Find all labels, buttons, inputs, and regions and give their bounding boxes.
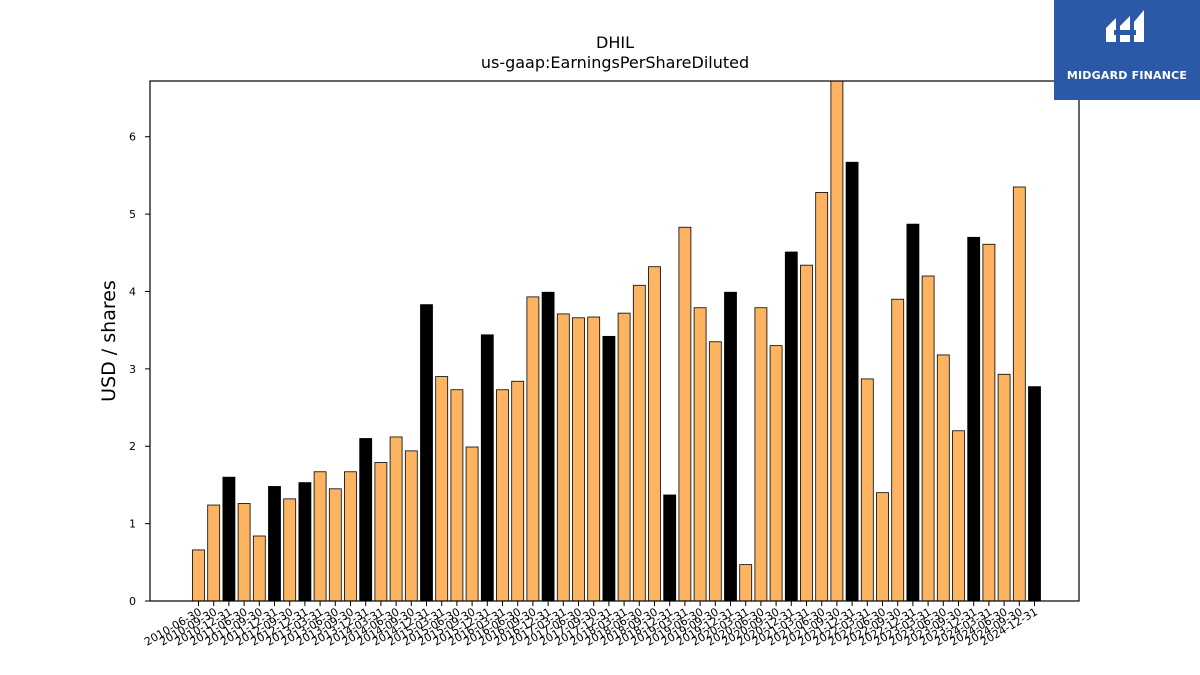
bar-2020-03-31 — [739, 564, 753, 602]
bar-2024-03-31 — [982, 243, 996, 602]
chart-title: DHIL — [596, 33, 634, 52]
bar-2017-12-31 — [602, 335, 616, 602]
bar-2017-09-30 — [587, 316, 601, 602]
bar-2012-12-31 — [298, 482, 312, 602]
y-tick-label: 0 — [129, 595, 136, 608]
bar-2018-06-30 — [632, 284, 646, 602]
logo-text: MIDGARD FINANCE — [1066, 69, 1188, 82]
bar-2017-03-31 — [556, 313, 570, 602]
bar-2022-12-31 — [906, 223, 920, 602]
bar-2015-12-31 — [480, 334, 494, 602]
bar-2024-09-30 — [1012, 186, 1026, 602]
bar-2021-03-31 — [800, 264, 813, 602]
bar-2023-06-30 — [936, 354, 950, 602]
bar-2014-09-30 — [404, 450, 418, 602]
y-tick-label: 6 — [129, 131, 136, 144]
y-tick-label: 2 — [129, 440, 136, 453]
bar-2010-12-31 — [222, 476, 236, 602]
bar-2016-03-31 — [496, 389, 509, 602]
bar-2023-12-31 — [967, 236, 981, 602]
brand-logo: MIDGARD FINANCE — [1054, 0, 1200, 100]
bar-2020-12-31 — [784, 251, 798, 602]
y-tick-label: 4 — [129, 285, 136, 298]
plot-frame — [149, 80, 1080, 602]
bar-2020-06-30 — [754, 307, 768, 602]
bar-2024-12-31 — [1028, 386, 1041, 602]
bar-2016-12-31 — [541, 291, 555, 602]
bar-2018-09-30 — [648, 266, 661, 602]
bar-2021-12-31 — [845, 161, 859, 602]
bar-2018-03-31 — [617, 312, 631, 602]
bar-2015-03-31 — [435, 376, 449, 602]
y-axis-label: USD / shares — [98, 280, 120, 402]
chart-subtitle: us-gaap:EarningsPerShareDiluted — [481, 53, 749, 72]
bar-2010-06-30 — [192, 549, 205, 602]
bar-2016-09-30 — [526, 296, 540, 602]
y-ticks-group: 0 1 2 3 4 5 6 — [129, 131, 150, 608]
bar-2011-06-30 — [237, 503, 251, 602]
y-tick-label: 3 — [129, 363, 136, 376]
bar-2013-09-30 — [344, 471, 357, 602]
bar-2021-09-30 — [830, 80, 844, 602]
bar-2017-06-30 — [572, 317, 585, 602]
bar-2018-12-31 — [663, 494, 677, 602]
bar-2013-03-31 — [313, 471, 327, 602]
bar-2024-06-30 — [997, 373, 1011, 602]
bar-2023-03-31 — [921, 275, 935, 602]
bar-2019-06-30 — [693, 307, 707, 602]
bar-2015-06-30 — [450, 389, 464, 602]
x-ticks-group: 2010-06-302010-09-302010-12-312011-06-30… — [142, 601, 1040, 649]
bar-2020-09-30 — [769, 345, 783, 602]
bar-2019-03-31 — [678, 226, 692, 602]
bar-2019-09-30 — [708, 341, 722, 602]
bar-2014-06-30 — [389, 436, 403, 602]
bar-2011-09-30 — [252, 535, 266, 602]
bar-2010-09-30 — [207, 504, 221, 602]
bar-2015-09-30 — [465, 446, 479, 602]
bar-2013-12-31 — [359, 438, 373, 602]
bar-2022-06-30 — [876, 492, 889, 602]
bar-2023-09-30 — [952, 430, 965, 602]
logo-mark-icon — [1106, 10, 1144, 42]
bar-2016-06-30 — [511, 380, 525, 602]
y-tick-label: 5 — [129, 208, 136, 221]
bar-2014-03-31 — [374, 462, 388, 602]
bar-2022-03-31 — [860, 378, 874, 602]
y-tick-label: 1 — [129, 518, 136, 531]
bar-2012-09-30 — [283, 498, 297, 602]
bars-group — [192, 80, 1041, 602]
bar-2011-12-31 — [268, 486, 281, 602]
bar-2022-09-30 — [891, 298, 905, 602]
bar-2019-12-31 — [724, 291, 737, 602]
bar-2021-06-30 — [815, 192, 829, 602]
bar-2014-12-31 — [420, 304, 433, 602]
bar-2013-06-30 — [328, 488, 342, 602]
